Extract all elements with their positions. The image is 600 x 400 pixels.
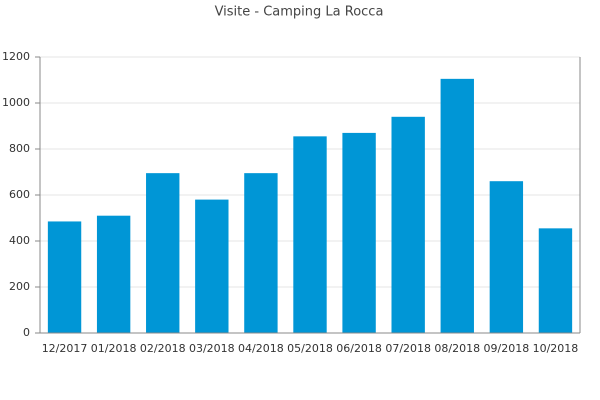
- y-tick-label: 800: [9, 142, 30, 155]
- y-tick-label: 1000: [2, 96, 30, 109]
- y-tick-label: 600: [9, 188, 30, 201]
- bar: [146, 173, 180, 333]
- y-tick-label: 400: [9, 234, 30, 247]
- bar: [489, 181, 524, 333]
- x-tick-label: 05/2018: [287, 342, 333, 355]
- bar: [440, 78, 474, 333]
- x-tick-label: 08/2018: [434, 342, 480, 355]
- bar: [391, 116, 425, 333]
- bar: [195, 199, 229, 333]
- x-tick-label: 07/2018: [385, 342, 431, 355]
- bar: [47, 221, 82, 333]
- x-tick-label: 01/2018: [91, 342, 137, 355]
- x-tick-label: 09/2018: [484, 342, 530, 355]
- bar: [538, 228, 573, 333]
- x-tick-label: 10/2018: [533, 342, 579, 355]
- x-tick-label: 12/2017: [42, 342, 88, 355]
- y-tick-label: 0: [23, 326, 30, 339]
- y-tick-label: 1200: [2, 50, 30, 63]
- x-tick-label: 03/2018: [189, 342, 235, 355]
- bar: [96, 215, 131, 333]
- x-tick-label: 02/2018: [140, 342, 186, 355]
- y-tick-label: 200: [9, 280, 30, 293]
- bar: [293, 136, 327, 333]
- chart-title: Visite - Camping La Rocca: [215, 5, 384, 20]
- x-tick-label: 04/2018: [238, 342, 284, 355]
- x-tick-label: 06/2018: [336, 342, 382, 355]
- bar: [342, 132, 376, 333]
- bar: [244, 173, 278, 333]
